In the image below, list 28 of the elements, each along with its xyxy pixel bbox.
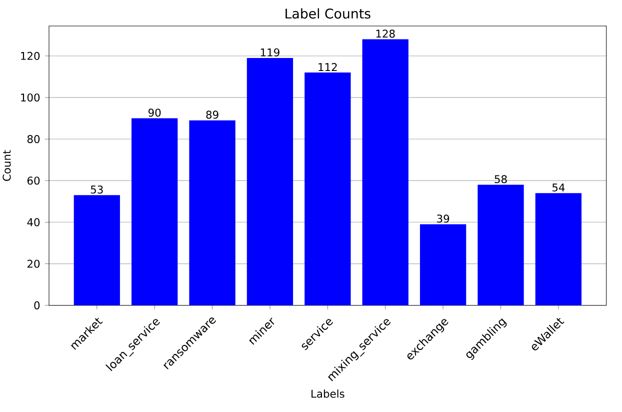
- data-label: 58: [494, 175, 507, 184]
- chart-title: Label Counts: [286, 8, 370, 19]
- bar: [132, 118, 178, 306]
- y-axis-title: Count: [2, 150, 11, 181]
- x-axis-title: Labels: [312, 390, 344, 398]
- data-label: 39: [437, 214, 450, 223]
- data-label: 128: [376, 30, 395, 38]
- y-tick-label: 0: [34, 301, 40, 310]
- y-tick-label: 60: [27, 176, 40, 185]
- bar: [246, 58, 294, 306]
- bar: [535, 193, 582, 306]
- bar: [478, 184, 524, 306]
- data-label: 112: [318, 63, 337, 71]
- data-label: 89: [206, 110, 218, 119]
- y-tick-label: 100: [21, 93, 40, 102]
- bar: [362, 39, 408, 306]
- y-tick-label: 80: [27, 135, 40, 144]
- bar: [189, 120, 236, 306]
- data-label: 119: [260, 48, 280, 56]
- bar: [74, 195, 120, 306]
- y-tick-label: 120: [21, 52, 40, 60]
- y-tick-label: 40: [27, 218, 40, 226]
- data-label: 53: [90, 186, 103, 194]
- bar: [420, 224, 466, 306]
- bar: [304, 72, 351, 306]
- data-label: 54: [552, 184, 565, 192]
- data-label: 90: [148, 108, 161, 117]
- y-tick-label: 20: [27, 260, 40, 268]
